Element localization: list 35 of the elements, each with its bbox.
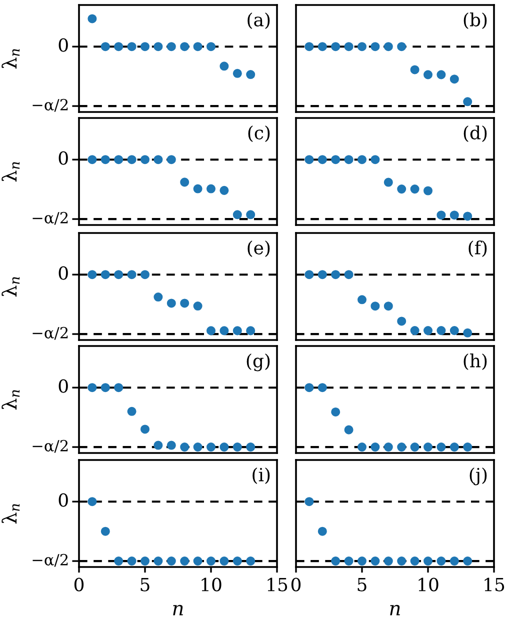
ref-line-label: 0 (58, 266, 68, 280)
text: (d) (464, 125, 487, 142)
text: (b) (464, 12, 487, 30)
ref-line-label: −α/2 (32, 98, 68, 112)
x-tick-label: 10 (202, 578, 222, 592)
ref-line-label: 0 (58, 151, 68, 165)
x-tick-label: 15 (268, 578, 288, 592)
text: (g) (246, 353, 270, 372)
ref-line-label: −α/2 (32, 326, 68, 340)
x-axis-title: n (390, 604, 400, 616)
x-tick-label: 5 (358, 578, 366, 592)
annotation: (a) (248, 12, 270, 30)
y-axis-title: λ$_{n}$ (2, 504, 20, 524)
ref-line-label: −α/2 (32, 212, 68, 225)
x-tick-label: 0 (291, 578, 301, 592)
x-tick-label: 5 (140, 578, 150, 592)
ref-line-label: 0 (58, 38, 68, 52)
text: (c) (248, 125, 270, 142)
y-axis-title: λ$_{n}$ (2, 390, 20, 410)
x-axis-title: n (173, 604, 183, 616)
y-axis-title: λ$_{n}$ (2, 277, 20, 297)
ref-line-label: 0 (58, 493, 68, 507)
text: (j) (470, 467, 487, 486)
ref-line-label: 0 (58, 379, 68, 393)
ref-line-label: −α/2 (32, 440, 68, 453)
x-tick-label: 10 (418, 578, 438, 592)
x-tick-label: 15 (484, 578, 504, 592)
text: (h) (464, 353, 487, 370)
text: (i) (252, 467, 270, 484)
text: (f) (468, 240, 487, 258)
y-axis-title: λ$_{n}$ (2, 162, 20, 182)
x-tick-label: 0 (74, 578, 84, 592)
ref-line-label: −α/2 (32, 554, 68, 567)
y-axis-title: λ$_{n}$ (2, 49, 20, 69)
text: (e) (248, 240, 270, 258)
